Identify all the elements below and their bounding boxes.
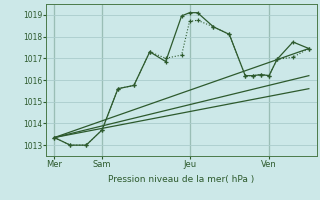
X-axis label: Pression niveau de la mer( hPa ): Pression niveau de la mer( hPa ) bbox=[108, 175, 255, 184]
